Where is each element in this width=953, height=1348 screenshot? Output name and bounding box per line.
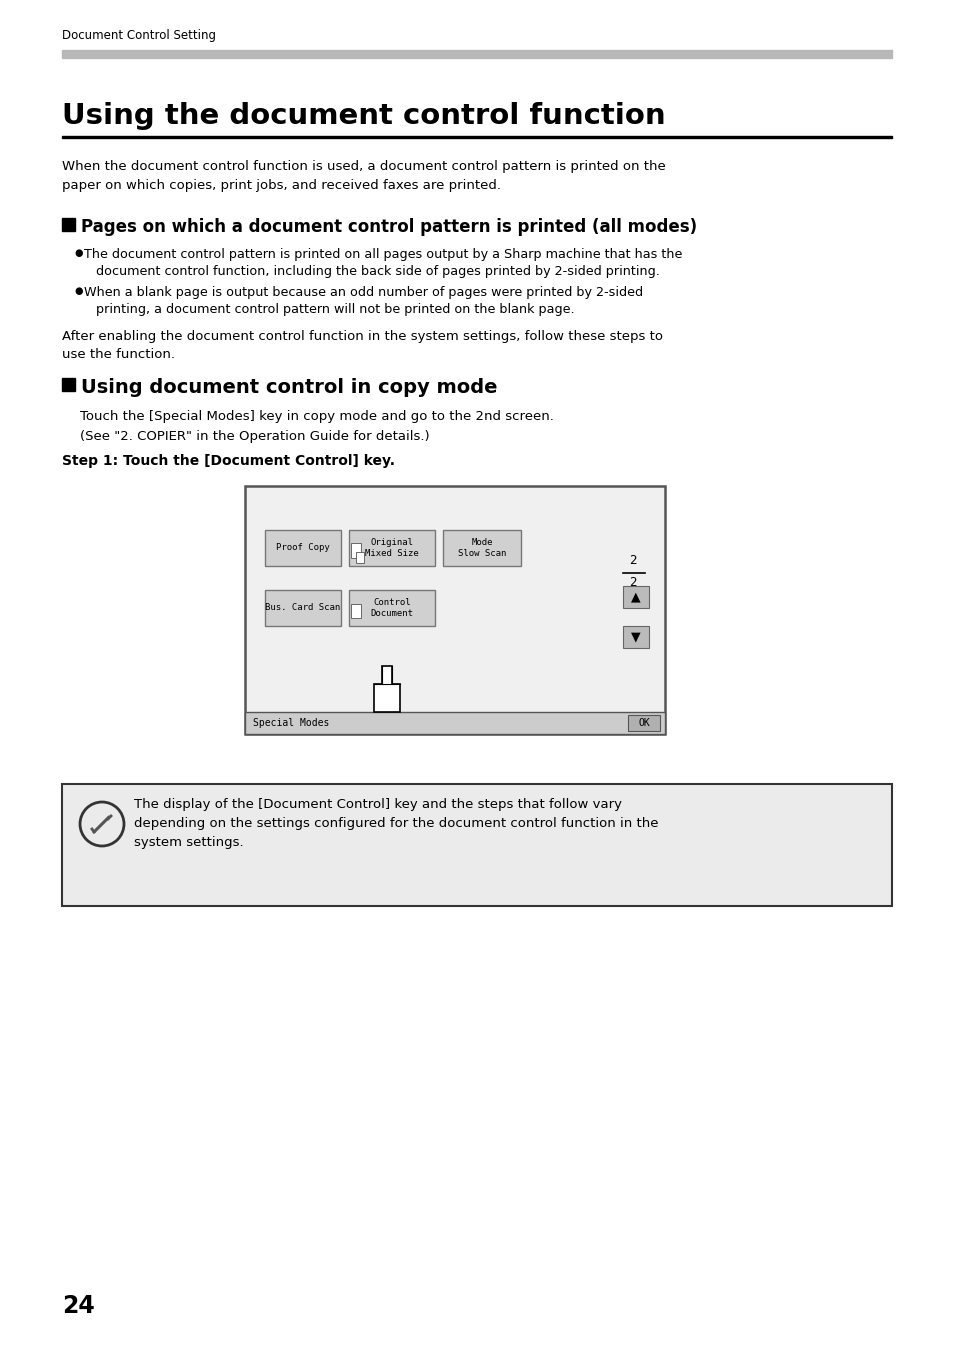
Bar bbox=[62, 218, 75, 231]
Bar bbox=[265, 590, 340, 625]
Text: Pages on which a document control pattern is printed (all modes): Pages on which a document control patter… bbox=[81, 218, 697, 236]
Bar bbox=[62, 136, 891, 137]
Bar bbox=[62, 50, 891, 58]
Text: (See "2. COPIER" in the Operation Guide for details.): (See "2. COPIER" in the Operation Guide … bbox=[80, 430, 429, 443]
Text: Bus. Card Scan: Bus. Card Scan bbox=[265, 604, 340, 612]
Text: When the document control function is used, a document control pattern is printe: When the document control function is us… bbox=[62, 160, 665, 191]
Bar bbox=[622, 586, 648, 608]
Polygon shape bbox=[374, 666, 399, 712]
Text: Using the document control function: Using the document control function bbox=[62, 102, 665, 129]
Text: Mode: Mode bbox=[471, 538, 493, 547]
Bar bbox=[245, 487, 664, 735]
Text: Control: Control bbox=[373, 599, 411, 607]
Text: ▼: ▼ bbox=[631, 631, 640, 643]
Bar bbox=[265, 530, 340, 566]
Text: ▲: ▲ bbox=[631, 590, 640, 604]
Text: The document control pattern is printed on all pages output by a Sharp machine t: The document control pattern is printed … bbox=[84, 248, 681, 278]
Text: Document Control Setting: Document Control Setting bbox=[62, 30, 215, 42]
Text: Original: Original bbox=[370, 538, 413, 547]
Text: 24: 24 bbox=[62, 1294, 94, 1318]
Bar bbox=[355, 551, 364, 563]
Text: ●: ● bbox=[74, 286, 82, 297]
Bar bbox=[627, 714, 659, 731]
Text: Mixed Size: Mixed Size bbox=[365, 549, 418, 558]
Text: Step 1: Touch the [Document Control] key.: Step 1: Touch the [Document Control] key… bbox=[62, 454, 395, 468]
Text: Touch the [Special Modes] key in copy mode and go to the 2nd screen.: Touch the [Special Modes] key in copy mo… bbox=[80, 410, 554, 423]
Bar bbox=[245, 712, 664, 735]
Text: When a blank page is output because an odd number of pages were printed by 2-sid: When a blank page is output because an o… bbox=[84, 286, 642, 315]
Text: Special Modes: Special Modes bbox=[253, 718, 329, 728]
Bar bbox=[62, 377, 75, 391]
Text: 2: 2 bbox=[629, 554, 636, 568]
Bar bbox=[351, 543, 360, 558]
Bar bbox=[349, 590, 435, 625]
Bar bbox=[62, 785, 891, 906]
Text: Document: Document bbox=[370, 609, 413, 617]
Text: After enabling the document control function in the system settings, follow thes: After enabling the document control func… bbox=[62, 330, 662, 361]
Text: OK: OK bbox=[638, 718, 649, 728]
Text: ●: ● bbox=[74, 248, 82, 257]
Bar bbox=[351, 604, 360, 617]
Bar bbox=[349, 530, 435, 566]
Text: 2: 2 bbox=[629, 577, 636, 589]
Text: The display of the [Document Control] key and the steps that follow vary
dependi: The display of the [Document Control] ke… bbox=[133, 798, 658, 849]
Text: Slow Scan: Slow Scan bbox=[457, 549, 506, 558]
Text: Proof Copy: Proof Copy bbox=[275, 543, 330, 553]
Bar bbox=[622, 625, 648, 648]
Bar bbox=[442, 530, 520, 566]
Text: Using document control in copy mode: Using document control in copy mode bbox=[81, 377, 497, 398]
